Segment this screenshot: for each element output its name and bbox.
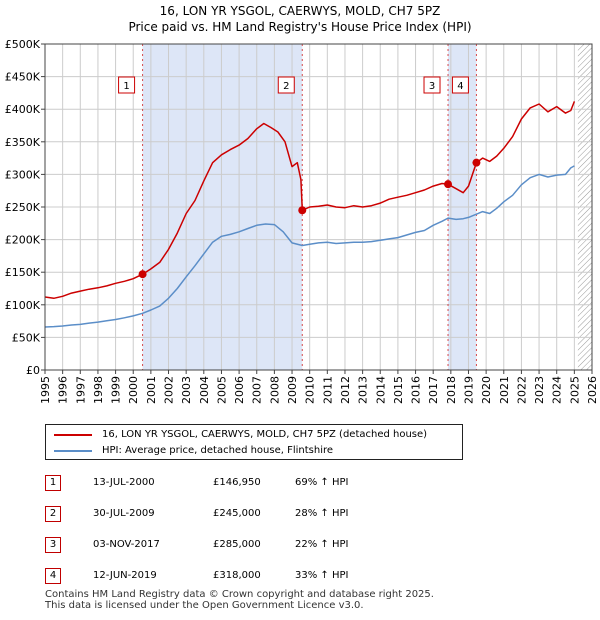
x-tick-label: 2012 (339, 376, 352, 404)
sale-hpi-change: 28% ↑ HPI (295, 508, 349, 519)
x-tick-label: 2000 (127, 376, 140, 404)
x-tick-label: 2026 (586, 376, 599, 404)
x-tick-label: 2005 (215, 376, 228, 404)
x-tick-label: 2002 (163, 376, 176, 404)
x-tick-label: 2025 (568, 376, 581, 404)
x-tick-label: 2006 (233, 376, 246, 404)
sale-label-text: 1 (123, 81, 129, 92)
x-tick-label: 2007 (251, 376, 264, 404)
x-tick-label: 1999 (110, 376, 123, 404)
sales-table: 1 13-JUL-2000 £146,950 69% ↑ HPI 2 30-JU… (45, 472, 465, 596)
x-tick-label: 2003 (180, 376, 193, 404)
y-tick-label: £350K (5, 136, 41, 149)
sale-label-box (451, 76, 469, 94)
hpi-line (44, 165, 575, 328)
table-row: 1 13-JUL-2000 £146,950 69% ↑ HPI (45, 472, 465, 503)
table-row: 4 12-JUN-2019 £318,000 33% ↑ HPI (45, 565, 465, 596)
chart-title: 16, LON YR YSGOL, CAERWYS, MOLD, CH7 5PZ (159, 4, 441, 18)
x-tick-label: 2014 (374, 376, 387, 404)
x-tick-label: 1995 (39, 376, 52, 404)
legend-item-hpi: HPI: Average price, detached house, Flin… (54, 445, 333, 456)
sale-hpi-change: 22% ↑ HPI (295, 539, 349, 550)
x-tick-label: 2020 (480, 376, 493, 404)
y-tick-label: £500K (5, 38, 41, 51)
x-tick-label: 2019 (462, 376, 475, 404)
sale-date: 30-JUL-2009 (93, 508, 155, 519)
y-tick-label: £50K (12, 331, 41, 344)
sale-point (444, 180, 453, 189)
x-tick-label: 2023 (533, 376, 546, 404)
sale-number-badge: 2 (45, 506, 61, 522)
legend-swatch-hpi (54, 449, 92, 452)
x-tick-label: 2011 (321, 376, 334, 404)
sale-price: £245,000 (213, 508, 261, 519)
sale-point (472, 158, 481, 167)
x-tick-label: 1996 (57, 376, 70, 404)
x-tick-label: 2021 (498, 376, 511, 404)
x-tick-label: 2001 (145, 376, 158, 404)
legend-swatch-property (54, 433, 92, 436)
footer-notice: Contains HM Land Registry data © Crown c… (45, 589, 434, 611)
sale-date: 13-JUL-2000 (93, 477, 155, 488)
footer-license: This data is licensed under the Open Gov… (45, 600, 364, 611)
legend-label-property: 16, LON YR YSGOL, CAERWYS, MOLD, CH7 5PZ… (102, 429, 428, 440)
sale-label-box (118, 76, 136, 94)
x-tick-label: 2015 (392, 376, 405, 404)
chart-area: 1 2 3 4 £0 £50K £100K £150K £200K £250K £300K £350… (5, 38, 599, 404)
y-tick-label: £150K (5, 266, 41, 279)
x-tick-label: 2016 (410, 376, 423, 404)
sale-label-box (277, 76, 295, 94)
y-tick-label: £300K (5, 168, 41, 181)
footer-copyright: Contains HM Land Registry data © Crown c… (45, 589, 434, 600)
legend: 16, LON YR YSGOL, CAERWYS, MOLD, CH7 5PZ… (45, 424, 463, 460)
x-tick-label: 2018 (445, 376, 458, 404)
chart-subtitle: Price paid vs. HM Land Registry's House … (128, 20, 472, 34)
y-tick-label: £0 (26, 364, 40, 377)
sale-point (138, 270, 147, 279)
sale-price: £318,000 (213, 570, 261, 581)
sale-hpi-change: 69% ↑ HPI (295, 477, 349, 488)
legend-item-property: 16, LON YR YSGOL, CAERWYS, MOLD, CH7 5PZ… (54, 429, 427, 440)
sale-label-text: 4 (457, 81, 463, 92)
sale-number-badge: 4 (45, 568, 61, 584)
sale-price: £285,000 (213, 539, 261, 550)
y-tick-label: £100K (5, 299, 41, 312)
table-row: 2 30-JUL-2009 £245,000 28% ↑ HPI (45, 503, 465, 534)
x-tick-label: 2017 (427, 376, 440, 404)
y-tick-label: £200K (5, 234, 41, 247)
sale-label-text: 3 (429, 81, 435, 92)
x-tick-label: 2022 (515, 376, 528, 404)
x-tick-label: 2013 (357, 376, 370, 404)
x-tick-label: 2024 (551, 376, 564, 404)
x-tick-label: 2009 (286, 376, 299, 404)
x-tick-label: 2010 (304, 376, 317, 404)
sale-date: 12-JUN-2019 (93, 570, 157, 581)
sale-price: £146,950 (213, 477, 261, 488)
sale-number-badge: 1 (45, 475, 61, 491)
x-tick-label: 2008 (268, 376, 281, 404)
sale-number-badge: 3 (45, 537, 61, 553)
x-tick-label: 1997 (74, 376, 87, 404)
sale-point (298, 206, 307, 215)
legend-label-hpi: HPI: Average price, detached house, Flin… (102, 445, 334, 456)
x-tick-label: 2004 (198, 376, 211, 404)
table-row: 3 03-NOV-2017 £285,000 22% ↑ HPI (45, 534, 465, 565)
sale-date: 03-NOV-2017 (93, 539, 160, 550)
sale-label-box (423, 76, 441, 94)
sale-hpi-change: 33% ↑ HPI (295, 570, 349, 581)
y-tick-label: £250K (5, 201, 41, 214)
y-tick-label: £450K (5, 71, 41, 84)
y-tick-label: £400K (5, 103, 41, 116)
x-tick-label: 1998 (92, 376, 105, 404)
sale-label-text: 2 (283, 81, 289, 92)
